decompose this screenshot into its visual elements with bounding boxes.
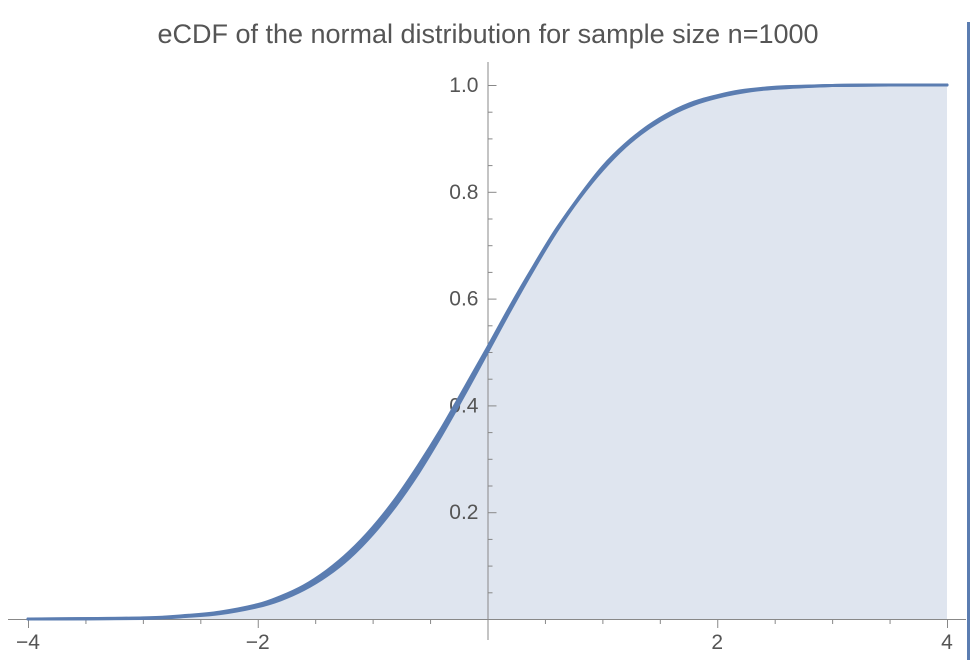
lines-layer [26, 83, 949, 621]
y-tick-label: 0.6 [449, 288, 478, 311]
y-tick-label: 0.8 [449, 181, 478, 204]
x-tick-label: 4 [941, 631, 953, 654]
x-tick-label: 2 [711, 631, 723, 654]
x-tick-label: −4 [16, 631, 40, 654]
y-tick-label: 0.2 [449, 501, 478, 524]
y-tick-label: 1.0 [449, 74, 478, 97]
ecdf-series-line-3 [26, 83, 949, 621]
chart-title: eCDF of the normal distribution for samp… [157, 19, 818, 49]
axes-layer: −4 −2 2 40.20.40.60.81.0 [8, 62, 966, 654]
x-tick-label: −2 [246, 631, 270, 654]
